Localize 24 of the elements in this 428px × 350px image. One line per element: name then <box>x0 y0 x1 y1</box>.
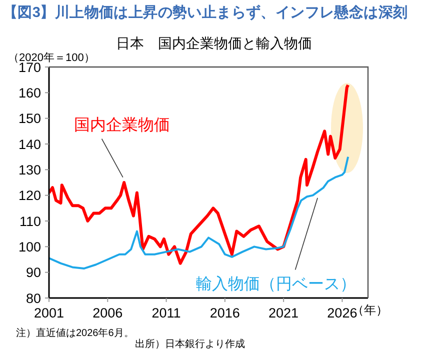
line-series <box>49 156 350 270</box>
y-tick-label: 130 <box>18 162 41 178</box>
y-axis-title: （2020年＝100） <box>8 51 95 64</box>
chart-subtitle: 日本 国内企業物価と輸入物価 <box>115 35 313 53</box>
chart-title: 【図3】川上物価は上昇の勢い止まらず、インフレ懸念は深刻 <box>3 4 408 22</box>
x-tick-label: 2016 <box>210 306 240 321</box>
text: 出所）日本銀行より作成 <box>135 338 245 350</box>
y-tick-label: 110 <box>19 214 41 229</box>
y-tick-label: 90 <box>26 265 41 280</box>
x-tick-label: 2026 <box>327 306 358 321</box>
text: 注）直近値は2026年6月。 <box>16 326 134 340</box>
y-tick-label: 100 <box>18 239 41 254</box>
y-tick-label: 150 <box>18 111 41 126</box>
x-tick-label: 2011 <box>152 306 181 321</box>
y-tick-label: 140 <box>18 136 41 152</box>
y-tick-label: 160 <box>18 85 41 100</box>
x-tick-label: 2001 <box>34 306 64 321</box>
x-tick-label: 2006 <box>92 306 123 321</box>
x-tick-label: 2021 <box>268 306 299 321</box>
series-label: 輸入物価（円ベース） <box>196 274 356 295</box>
line-series <box>49 83 350 265</box>
text: 国内企業物価 <box>74 116 170 136</box>
y-tick-label: 120 <box>18 188 41 204</box>
y-tick-label: 80 <box>26 290 41 306</box>
